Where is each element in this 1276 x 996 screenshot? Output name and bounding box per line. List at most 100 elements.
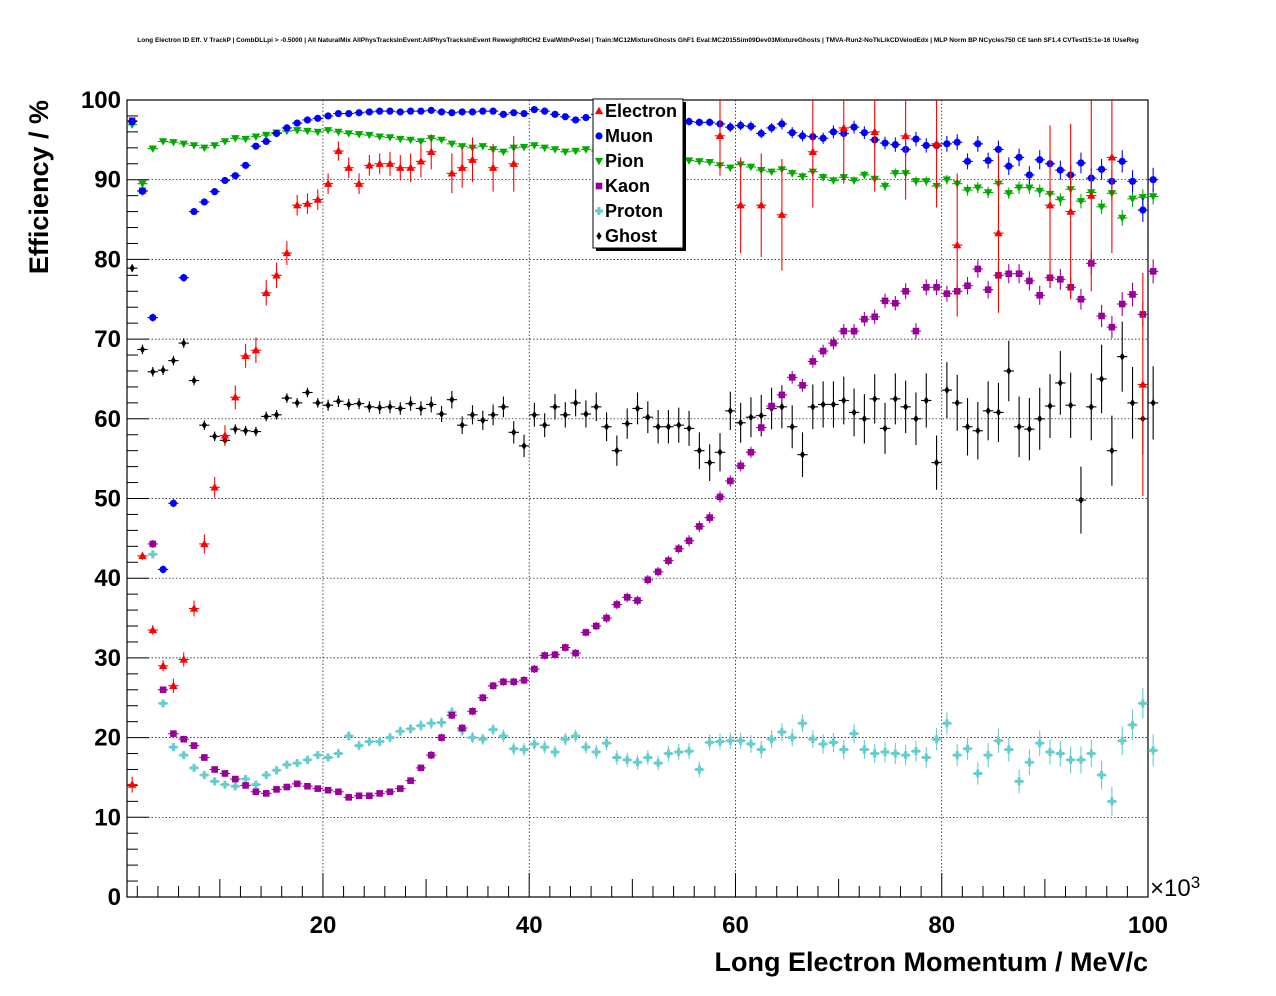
ghost-point [923, 396, 929, 405]
ghost-point [593, 402, 599, 411]
electron-point [127, 780, 137, 788]
pion-point [457, 143, 467, 151]
muon-point [427, 106, 435, 114]
kaon-point [768, 402, 775, 410]
kaon-point [675, 545, 683, 553]
muon-point [737, 121, 745, 130]
electron-point [1066, 207, 1075, 215]
pion-point [447, 140, 457, 149]
muon-point [1097, 165, 1106, 173]
electron-point [1107, 153, 1117, 161]
pion-point [983, 189, 993, 197]
muon-point [252, 142, 260, 150]
ghost-point [975, 426, 981, 435]
electron-point [1045, 201, 1055, 209]
muon-point [1139, 206, 1147, 214]
ghost-point [655, 422, 661, 431]
ghost-point [325, 401, 331, 410]
electron-point [953, 240, 962, 249]
kaon-point [892, 299, 899, 307]
ghost-point [1098, 374, 1105, 383]
proton-point [1076, 755, 1085, 764]
electron-point [241, 351, 250, 359]
proton-point [1128, 720, 1137, 729]
legend-item-pion: Pion [594, 151, 644, 171]
x-tick-label: 40 [516, 912, 543, 939]
proton-point [416, 721, 425, 730]
electron-point [334, 146, 343, 155]
kaon-point [262, 790, 270, 797]
electron-point [468, 155, 477, 163]
muon-point [757, 129, 765, 138]
kaon-point [479, 694, 487, 702]
ghost-point [500, 402, 507, 411]
muon-point [819, 134, 827, 142]
pion-point [519, 143, 529, 152]
ghost-point [1037, 414, 1043, 423]
kaon-point [190, 742, 198, 749]
muon-point [159, 565, 167, 574]
proton-point [829, 738, 838, 747]
pion-point [200, 144, 209, 153]
muon-point [922, 141, 930, 150]
pion-point [189, 142, 199, 150]
ghost-point [480, 416, 486, 425]
kaon-point [881, 297, 889, 305]
pion-point [695, 158, 704, 166]
ghost-point [882, 424, 888, 433]
kaon-point [201, 754, 208, 761]
proton-point [1066, 755, 1075, 764]
kaon-point [912, 327, 920, 335]
proton-point [736, 736, 745, 745]
muon-point [448, 109, 456, 117]
proton-point [571, 732, 580, 741]
pion-point [354, 131, 364, 139]
ghost-point [1057, 378, 1063, 387]
legend-item-kaon: Kaon [595, 176, 650, 196]
ghost-point [191, 376, 197, 385]
muon-point [1118, 157, 1126, 165]
muon-point [572, 116, 580, 124]
x-axis-exponent-power: 3 [1191, 873, 1200, 892]
y-tick-label: 30 [94, 645, 121, 672]
proton-point [973, 769, 982, 778]
proton-point [478, 735, 487, 744]
electron-point [158, 661, 168, 670]
proton-point [953, 751, 962, 760]
legend: Electron Muon Pion Kaon Proton Ghost [592, 98, 686, 251]
pion-point [571, 147, 580, 156]
ghost-point [469, 410, 476, 419]
kaon-point [366, 792, 373, 800]
proton-point [520, 745, 529, 754]
muon-point [953, 138, 961, 146]
kaon-point [1129, 291, 1136, 298]
kaon-point [448, 711, 456, 719]
kaon-point [850, 327, 858, 335]
ghost-point [727, 406, 733, 415]
kaon-point [830, 339, 837, 347]
ghost-point [387, 402, 393, 411]
y-tick-label: 40 [94, 565, 121, 592]
proton-point [891, 749, 900, 758]
muon-point [778, 120, 786, 128]
y-tick-label: 50 [94, 486, 121, 513]
ghost-point [418, 404, 424, 413]
pion-point [231, 135, 240, 143]
ghost-point [160, 366, 166, 375]
ghost-point [573, 398, 579, 407]
muon-point [747, 122, 755, 130]
pion-point [148, 145, 157, 153]
proton-point [262, 771, 271, 780]
legend-item-muon: Muon [595, 126, 653, 146]
pion-point [530, 142, 539, 150]
proton-point [623, 755, 632, 764]
ghost-point [428, 400, 434, 409]
pion-point [1014, 184, 1024, 192]
electron-point [303, 199, 312, 207]
muon-point [561, 113, 569, 121]
ghost-point [841, 396, 847, 405]
kaon-point [458, 724, 466, 732]
pion-point [973, 184, 983, 192]
muon-point [376, 107, 384, 115]
muon-point [541, 107, 549, 115]
